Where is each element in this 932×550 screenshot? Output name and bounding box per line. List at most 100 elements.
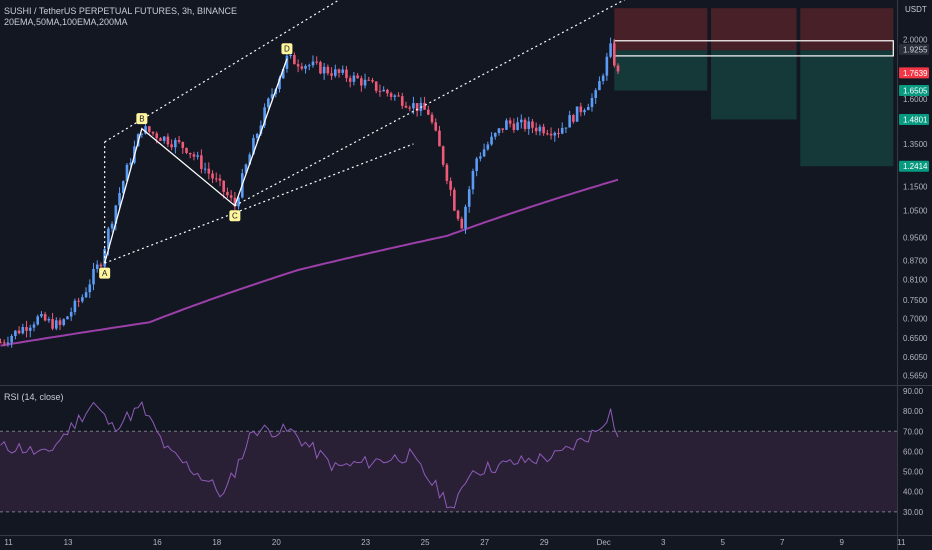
- candle-body: [400, 96, 404, 106]
- take-profit-zone-1[interactable]: [614, 50, 708, 91]
- symbol-title[interactable]: SUSHI / TetherUS PERPETUAL FUTURES, 3h, …: [4, 6, 238, 16]
- take-profit-zone-3[interactable]: [800, 50, 894, 167]
- candle-body: [95, 264, 99, 269]
- price-badge-label: 1.4801: [903, 115, 928, 124]
- candle-body: [6, 342, 10, 344]
- channel-outer-line[interactable]: [234, 0, 652, 207]
- channel-lower-line[interactable]: [104, 143, 414, 264]
- candle-body: [441, 146, 445, 165]
- candle-body: [348, 78, 352, 82]
- candle-body: [493, 132, 497, 137]
- candle-body: [281, 68, 285, 79]
- candle-body: [482, 149, 486, 157]
- candle-body: [464, 206, 467, 229]
- time-tick-label: 3: [661, 538, 666, 547]
- candle-body: [66, 316, 69, 320]
- candle-body: [203, 168, 207, 170]
- candle-body: [21, 327, 25, 334]
- candle-body: [449, 180, 452, 190]
- candle-body: [378, 90, 382, 92]
- candle-body: [2, 342, 6, 344]
- pattern-point-a-marker[interactable]: [99, 267, 111, 279]
- pattern-point-c-marker[interactable]: [229, 210, 241, 222]
- time-tick-label: 16: [153, 538, 162, 547]
- candle-body: [226, 191, 229, 196]
- candle-body: [207, 168, 211, 174]
- candle-body: [404, 105, 408, 108]
- candle-body: [572, 115, 575, 122]
- candle-body: [43, 313, 47, 321]
- candle-body: [497, 128, 501, 133]
- candle-body: [185, 147, 188, 153]
- candle-body: [549, 133, 553, 136]
- candle-body: [389, 93, 393, 97]
- rsi-tick-label: 50.00: [903, 468, 924, 477]
- ma200-line[interactable]: [0, 178, 619, 347]
- stop-loss-zone-2[interactable]: [711, 8, 797, 51]
- candle-body: [129, 162, 132, 165]
- candle-body: [218, 178, 222, 181]
- stop-loss-zone-3[interactable]: [800, 8, 894, 51]
- channel-upper-line[interactable]: [104, 0, 414, 143]
- price-tick-label: 2.0000: [903, 35, 928, 44]
- time-tick-label: 11: [897, 538, 906, 547]
- price-badge[interactable]: [899, 44, 929, 56]
- candle-body: [174, 140, 177, 148]
- rsi-legend[interactable]: RSI (14, close): [4, 392, 64, 402]
- candle-body: [575, 106, 579, 122]
- candle-body: [531, 121, 534, 128]
- candle-body: [10, 335, 13, 343]
- price-badge[interactable]: [899, 84, 929, 96]
- candle-body: [114, 205, 118, 224]
- candle-body: [601, 75, 605, 82]
- rsi-line[interactable]: [0, 400, 619, 509]
- candle-body: [99, 264, 103, 267]
- candle-body: [181, 141, 185, 148]
- candle-body: [0, 342, 2, 344]
- time-tick-label: 23: [361, 538, 370, 547]
- candle-body: [118, 193, 121, 206]
- candle-body: [267, 98, 270, 108]
- stop-loss-zone-1[interactable]: [614, 8, 708, 51]
- candle-body: [300, 66, 304, 69]
- candle-body: [467, 189, 471, 207]
- price-badge[interactable]: [899, 67, 929, 79]
- candle-body: [304, 65, 307, 69]
- candle-body: [512, 123, 516, 130]
- candle-body: [542, 126, 545, 134]
- indicator-legend[interactable]: 20EMA,50MA,100EMA,200MA: [4, 17, 128, 27]
- pattern-point-d-marker[interactable]: [281, 43, 293, 55]
- abcd-pattern-line[interactable]: [104, 58, 288, 264]
- candle-body: [296, 64, 300, 67]
- price-tick-label: 0.8100: [903, 276, 928, 285]
- candle-body: [155, 133, 159, 139]
- rsi-tick-label: 90.00: [903, 387, 924, 396]
- candle-body: [222, 180, 225, 192]
- price-badge[interactable]: [899, 113, 929, 125]
- candle-body: [412, 103, 415, 109]
- candle-body: [397, 95, 400, 97]
- candle-body: [408, 107, 411, 109]
- candle-body: [69, 312, 73, 317]
- time-tick-label: 18: [212, 538, 221, 547]
- take-profit-zone-2[interactable]: [711, 50, 797, 120]
- pattern-point-b-marker[interactable]: [136, 113, 148, 125]
- candle-body: [386, 89, 389, 94]
- price-badge-label: 1.6505: [903, 86, 928, 95]
- candle-body: [590, 97, 594, 108]
- pattern-point-a-label: A: [102, 269, 108, 278]
- candle-body: [196, 155, 199, 157]
- candle-body: [471, 170, 475, 190]
- candle-body: [159, 138, 162, 141]
- price-badge[interactable]: [899, 160, 929, 172]
- price-tick-label: 1.6000: [903, 95, 928, 104]
- candle-body: [17, 330, 21, 334]
- candle-body: [237, 197, 240, 207]
- candle-body: [144, 126, 147, 134]
- rsi-tick-label: 40.00: [903, 488, 924, 497]
- candle-body: [255, 133, 259, 139]
- price-tick-label: 0.6500: [903, 334, 928, 343]
- candle-body: [479, 156, 482, 159]
